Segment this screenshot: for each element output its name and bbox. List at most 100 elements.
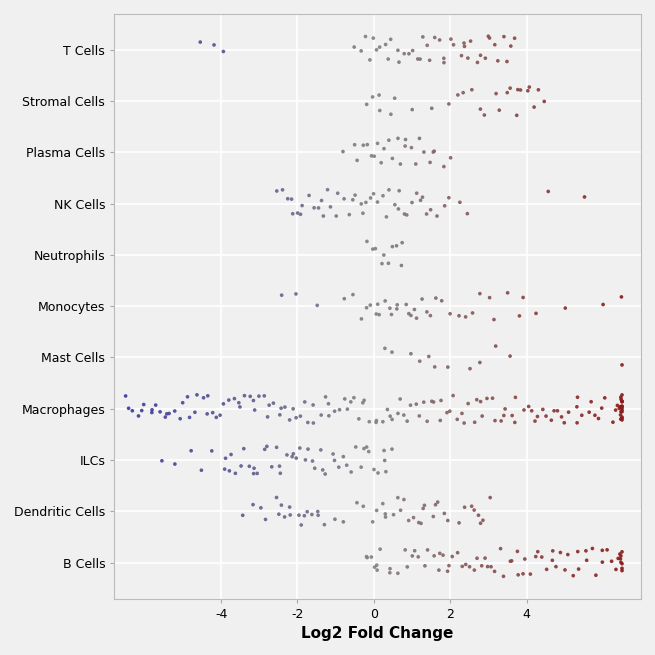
Point xyxy=(331,211,341,221)
Point xyxy=(539,96,550,107)
Point xyxy=(284,415,295,425)
Point xyxy=(479,110,489,121)
Point xyxy=(556,411,567,422)
Point xyxy=(597,557,608,567)
Point xyxy=(462,208,472,219)
Point xyxy=(617,407,627,417)
Point xyxy=(563,550,573,560)
Point xyxy=(376,157,386,168)
Point xyxy=(299,397,310,407)
Point xyxy=(223,395,234,405)
Point xyxy=(417,294,427,305)
Point xyxy=(616,557,626,567)
Point xyxy=(472,57,483,67)
Point xyxy=(339,394,350,404)
Point xyxy=(288,208,298,219)
Point xyxy=(419,147,429,157)
Point xyxy=(443,515,453,526)
Point xyxy=(328,449,338,459)
Point xyxy=(436,395,446,405)
Point xyxy=(276,500,287,510)
Point xyxy=(584,407,594,417)
Point xyxy=(393,45,403,56)
Point xyxy=(454,517,464,528)
Point xyxy=(440,200,450,211)
Point xyxy=(607,556,617,567)
Point xyxy=(616,402,626,412)
Point xyxy=(263,411,273,422)
Point xyxy=(381,212,392,222)
Point xyxy=(170,406,180,417)
Point xyxy=(387,241,398,252)
Point xyxy=(358,501,369,512)
Point xyxy=(425,310,436,321)
Point xyxy=(425,204,436,215)
Point xyxy=(426,396,437,407)
Point xyxy=(481,393,492,403)
Point xyxy=(486,561,496,572)
Point xyxy=(489,39,500,50)
Point xyxy=(549,405,559,416)
Point xyxy=(476,518,486,529)
Point xyxy=(617,403,627,413)
Point xyxy=(396,260,407,271)
Point xyxy=(430,32,440,43)
Point xyxy=(392,568,403,578)
Point xyxy=(319,519,329,530)
Point xyxy=(371,415,382,426)
Point xyxy=(323,398,333,409)
Point xyxy=(160,412,170,422)
Point xyxy=(414,411,424,421)
Point xyxy=(371,560,382,571)
Point xyxy=(523,402,534,412)
Point xyxy=(384,303,395,314)
Point xyxy=(371,309,381,319)
Point xyxy=(402,210,412,220)
Point xyxy=(303,444,313,455)
Point xyxy=(386,309,397,320)
Point xyxy=(418,503,428,514)
Point xyxy=(439,58,449,68)
Point xyxy=(274,509,284,519)
Point xyxy=(157,455,167,466)
Point xyxy=(426,103,437,113)
Point xyxy=(322,185,333,195)
Point xyxy=(548,546,558,556)
Point xyxy=(403,515,414,526)
Point xyxy=(525,569,536,579)
Point xyxy=(367,244,378,254)
Point xyxy=(457,50,467,61)
Point xyxy=(274,409,285,420)
Point xyxy=(448,39,458,50)
Point xyxy=(218,47,229,57)
Point xyxy=(533,546,543,557)
Point xyxy=(365,54,375,65)
Point xyxy=(362,99,372,109)
Point xyxy=(365,300,375,310)
Point xyxy=(472,553,482,563)
Point xyxy=(362,552,372,562)
Point xyxy=(434,35,445,45)
Point xyxy=(402,561,413,572)
Point xyxy=(460,559,471,570)
Point xyxy=(533,411,543,422)
Point xyxy=(502,87,512,98)
Point xyxy=(264,400,274,411)
Point xyxy=(147,407,157,418)
Point xyxy=(411,399,422,409)
Point xyxy=(390,199,400,210)
Point xyxy=(377,498,388,509)
Point xyxy=(616,392,626,402)
Point xyxy=(491,88,501,99)
Point xyxy=(349,42,360,52)
Point xyxy=(308,418,318,428)
Point xyxy=(409,546,420,556)
Point xyxy=(295,443,305,453)
Point xyxy=(271,442,282,453)
Point xyxy=(302,506,312,517)
Point xyxy=(386,444,397,455)
Point xyxy=(598,299,608,310)
Point xyxy=(491,341,501,351)
Point xyxy=(617,563,627,574)
Point xyxy=(455,197,465,208)
